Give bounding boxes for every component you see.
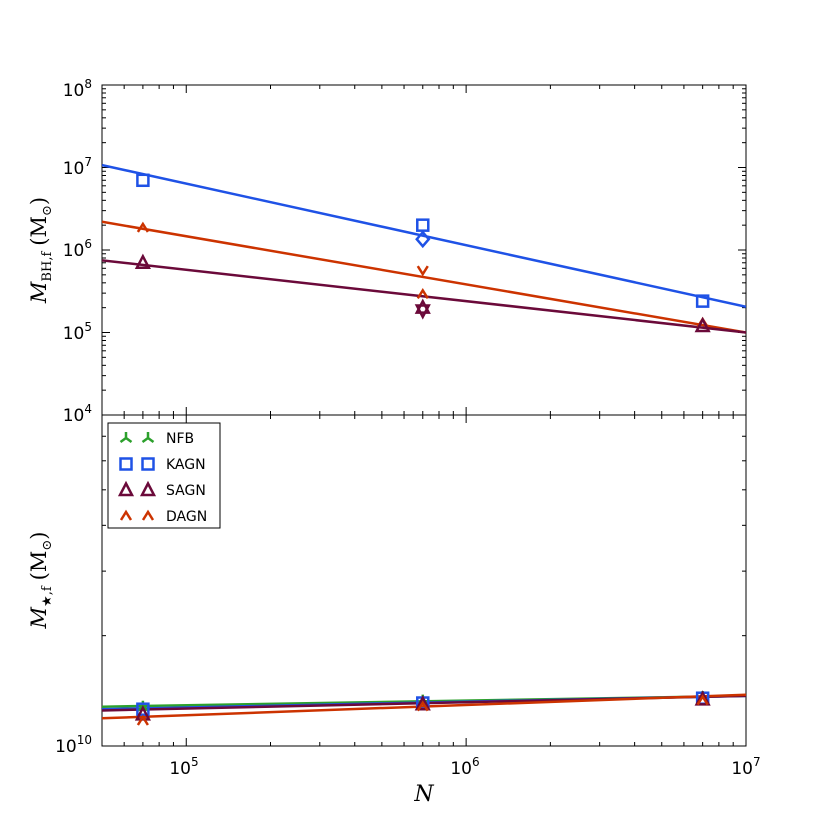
x-tick-label: 107: [731, 755, 760, 779]
point-sagn: [414, 304, 431, 320]
legend: NFB KAGN SAGN DAGN: [107, 422, 221, 529]
top-panel-frame: [101, 84, 747, 416]
legend-marker-sagn: [117, 480, 135, 497]
y-tick-label: 107: [63, 155, 92, 179]
legend-label: SAGN: [166, 483, 206, 499]
point-sagn: [134, 253, 151, 270]
legend-marker-nfb: [119, 432, 133, 444]
point-sagn: [414, 298, 431, 314]
x-tick-labels: 105 106 107: [169, 755, 760, 779]
point-kagn: [415, 230, 431, 249]
point-dagn: [136, 714, 149, 726]
y-tick-label: 108: [63, 77, 92, 101]
legend-label: NFB: [166, 431, 194, 447]
x-axis-label: N: [413, 782, 434, 807]
legend-markers: [117, 432, 157, 521]
y-tick-label: 1010: [55, 733, 92, 757]
legend-marker-dagn: [141, 509, 155, 521]
point-dagn: [416, 287, 429, 300]
top-panel-markers: [134, 173, 711, 333]
bottom-panel-ticks: [101, 414, 747, 747]
point-sagn: [694, 690, 711, 706]
point-sagn: [694, 316, 711, 333]
top-y-axis-label: MBH,f(M⊙): [27, 197, 55, 304]
y-tick-label: 104: [63, 402, 92, 426]
legend-label: DAGN: [166, 509, 207, 525]
point-dagn: [416, 265, 429, 277]
legend-marker-kagn: [141, 457, 155, 471]
legend-marker-sagn: [139, 480, 157, 497]
y-tick-label: 105: [63, 320, 92, 344]
point-dagn: [696, 694, 709, 706]
x-tick-label: 106: [450, 755, 479, 779]
point-sagn: [414, 695, 431, 711]
point-kagn: [695, 294, 710, 308]
bottom-panel-markers: [134, 690, 711, 726]
x-tick-label: 105: [169, 755, 198, 779]
fit-line-dagn: [102, 220, 746, 334]
fit-line-sagn: [102, 259, 746, 334]
legend-marker-dagn: [119, 509, 133, 521]
legend-frame: [107, 422, 221, 529]
top-panel-fit-lines: [102, 163, 746, 334]
point-kagn: [416, 218, 430, 232]
legend-marker-kagn: [119, 457, 133, 471]
point-dagn: [136, 221, 149, 233]
y-tick-label: 106: [63, 237, 92, 261]
top-panel-ticks: [101, 84, 747, 416]
bottom-y-axis-label: M★,f(M⊙): [27, 532, 55, 630]
legend-marker-nfb: [141, 432, 155, 444]
bottom-panel-frame: [101, 414, 747, 747]
bottom-y-tick-labels: 1010: [55, 733, 92, 757]
point-dagn: [416, 700, 429, 712]
legend-label: KAGN: [166, 457, 206, 473]
fit-line-kagn: [102, 163, 746, 309]
top-y-tick-labels: 104 105 106 107 108: [63, 77, 92, 426]
point-kagn: [136, 173, 150, 188]
